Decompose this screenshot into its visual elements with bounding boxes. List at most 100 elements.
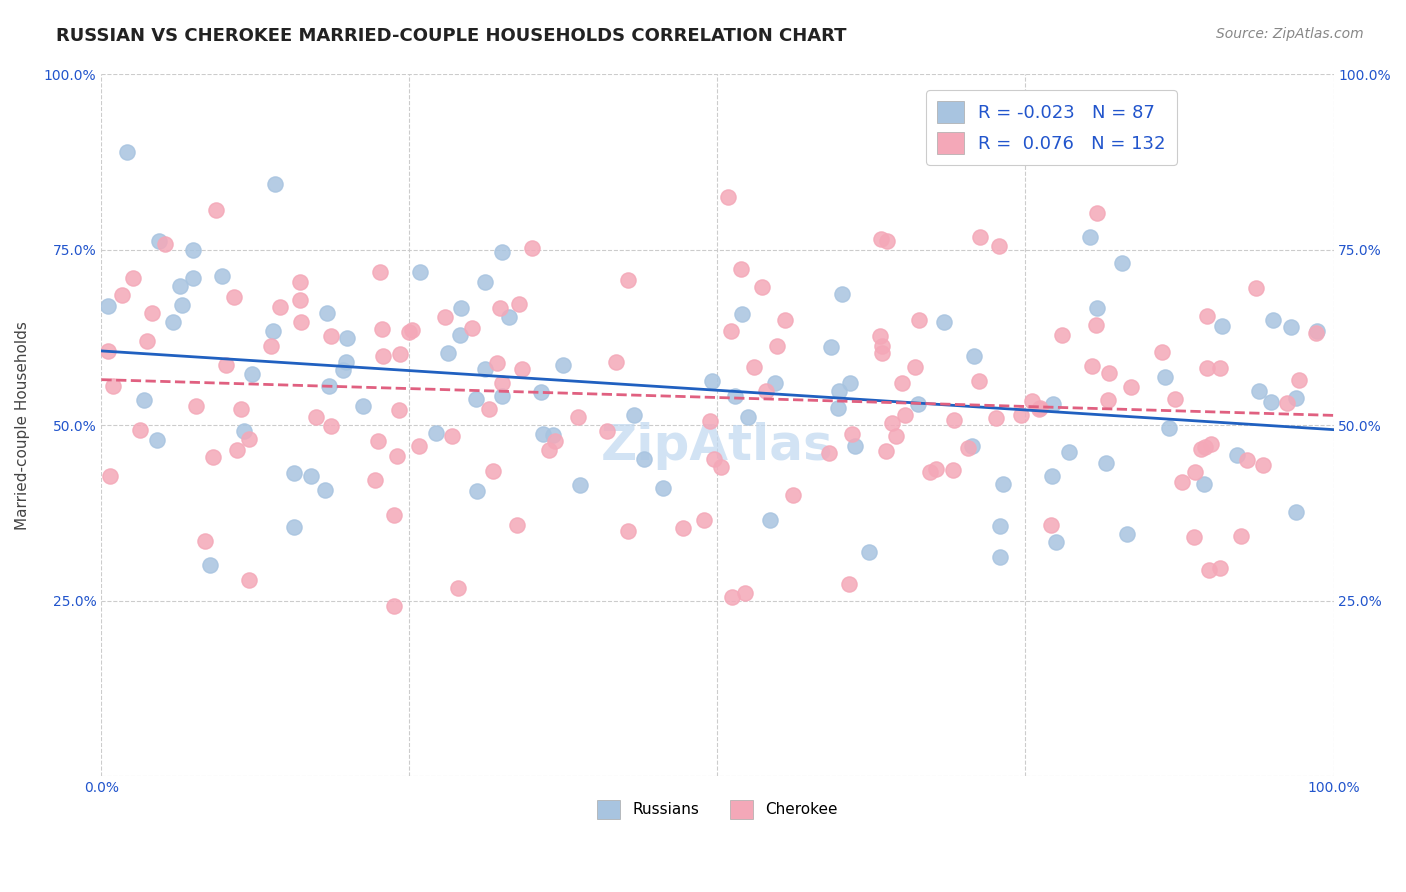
Russians — [449, 328, 471, 343]
Cherokee — [1171, 475, 1194, 489]
Cherokee — [1189, 442, 1212, 457]
Cherokee — [226, 442, 249, 457]
Cherokee — [510, 361, 533, 376]
Cherokee — [838, 577, 860, 591]
Russians — [731, 307, 754, 321]
Russians — [1279, 319, 1302, 334]
Russians — [763, 376, 786, 390]
Russians — [450, 301, 472, 315]
Cherokee — [288, 275, 311, 289]
Cherokee — [288, 293, 311, 307]
Russians — [233, 424, 256, 438]
Russians — [425, 426, 447, 441]
Russians — [569, 478, 592, 492]
Cherokee — [875, 444, 897, 458]
Russians — [1211, 319, 1233, 334]
Legend: Russians, Cherokee: Russians, Cherokee — [592, 794, 844, 825]
Cherokee — [98, 469, 121, 483]
Russians — [1057, 445, 1080, 459]
Cherokee — [135, 334, 157, 348]
Cherokee — [238, 432, 260, 446]
Cherokee — [918, 465, 941, 479]
Russians — [115, 145, 138, 160]
Cherokee — [596, 424, 619, 438]
Cherokee — [1164, 392, 1187, 406]
Cherokee — [1150, 345, 1173, 359]
Cherokee — [818, 446, 841, 460]
Russians — [1153, 369, 1175, 384]
Russians — [827, 401, 849, 416]
Russians — [181, 244, 204, 258]
Cherokee — [1184, 465, 1206, 479]
Russians — [1226, 448, 1249, 462]
Russians — [993, 477, 1015, 491]
Russians — [283, 520, 305, 534]
Cherokee — [224, 289, 246, 303]
Cherokee — [1098, 366, 1121, 380]
Cherokee — [1097, 392, 1119, 407]
Cherokee — [141, 306, 163, 320]
Cherokee — [520, 241, 543, 255]
Russians — [844, 439, 866, 453]
Cherokee — [1182, 531, 1205, 545]
Russians — [491, 389, 513, 403]
Russians — [907, 397, 929, 411]
Russians — [759, 513, 782, 527]
Russians — [820, 340, 842, 354]
Cherokee — [742, 360, 765, 375]
Cherokee — [751, 279, 773, 293]
Cherokee — [734, 586, 756, 600]
Russians — [1078, 230, 1101, 244]
Cherokee — [870, 339, 893, 353]
Cherokee — [231, 402, 253, 417]
Russians — [1087, 301, 1109, 316]
Cherokee — [720, 324, 742, 338]
Cherokee — [1288, 373, 1310, 387]
Cherokee — [987, 239, 1010, 253]
Cherokee — [373, 349, 395, 363]
Cherokee — [482, 464, 505, 478]
Russians — [652, 481, 675, 495]
Cherokee — [699, 414, 721, 428]
Cherokee — [367, 434, 389, 449]
Cherokee — [605, 355, 627, 369]
Cherokee — [1080, 359, 1102, 373]
Russians — [828, 384, 851, 399]
Cherokee — [478, 401, 501, 416]
Russians — [1040, 468, 1063, 483]
Cherokee — [893, 409, 915, 423]
Cherokee — [1244, 281, 1267, 295]
Cherokee — [1229, 529, 1251, 543]
Russians — [831, 287, 853, 301]
Russians — [1095, 456, 1118, 470]
Cherokee — [884, 429, 907, 443]
Cherokee — [398, 325, 420, 339]
Cherokee — [1195, 309, 1218, 323]
Russians — [988, 550, 1011, 565]
Cherokee — [97, 344, 120, 359]
Cherokee — [305, 409, 328, 424]
Cherokee — [956, 441, 979, 455]
Russians — [623, 408, 645, 422]
Text: Source: ZipAtlas.com: Source: ZipAtlas.com — [1216, 27, 1364, 41]
Cherokee — [194, 534, 217, 549]
Cherokee — [782, 488, 804, 502]
Russians — [700, 374, 723, 388]
Cherokee — [869, 328, 891, 343]
Cherokee — [129, 423, 152, 437]
Cherokee — [153, 236, 176, 251]
Russians — [148, 234, 170, 248]
Russians — [181, 270, 204, 285]
Russians — [1116, 527, 1139, 541]
Cherokee — [775, 313, 797, 327]
Cherokee — [485, 356, 508, 370]
Russians — [132, 392, 155, 407]
Cherokee — [461, 320, 484, 334]
Russians — [162, 315, 184, 329]
Cherokee — [370, 265, 392, 279]
Cherokee — [616, 272, 638, 286]
Russians — [1192, 477, 1215, 491]
Russians — [170, 298, 193, 312]
Cherokee — [1029, 401, 1052, 415]
Cherokee — [215, 359, 238, 373]
